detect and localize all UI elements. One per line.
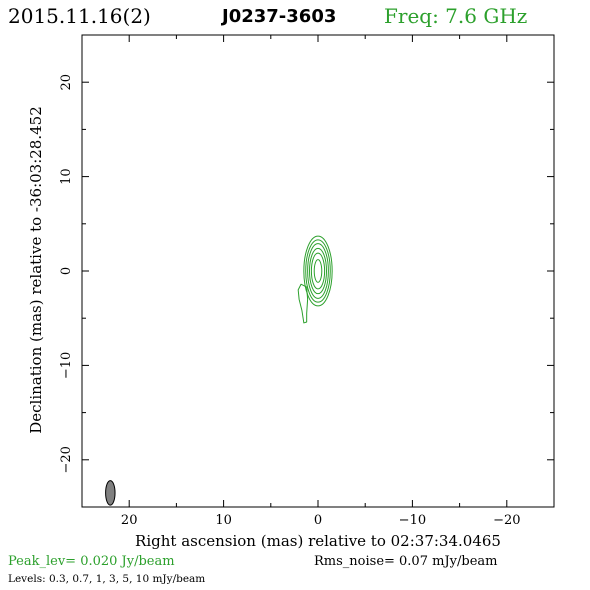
contour-line bbox=[305, 239, 331, 303]
x-tick-label: −20 bbox=[493, 513, 520, 528]
y-tick-label: −20 bbox=[59, 446, 74, 473]
y-tick-label: 20 bbox=[59, 74, 74, 91]
observation-date: 2015.11.16(2) bbox=[8, 4, 151, 28]
x-axis-label: Right ascension (mas) relative to 02:37:… bbox=[135, 532, 501, 550]
y-axis-label: Declination (mas) relative to -36:03:28.… bbox=[27, 106, 45, 434]
peak-level: Peak_lev= 0.020 Jy/beam bbox=[8, 554, 175, 569]
beam-ellipse bbox=[105, 480, 116, 506]
beam-group bbox=[105, 480, 116, 506]
frequency-label: Freq: 7.6 GHz bbox=[384, 4, 528, 28]
contour-line bbox=[307, 243, 329, 299]
contour-line bbox=[297, 283, 309, 324]
x-tick-label: 0 bbox=[314, 513, 322, 528]
y-tick-label: 0 bbox=[59, 267, 74, 275]
contour-line bbox=[313, 259, 323, 283]
contour-line bbox=[309, 247, 327, 295]
x-tick-label: 20 bbox=[121, 513, 138, 528]
rms-noise: Rms_noise= 0.07 mJy/beam bbox=[314, 554, 498, 569]
plot-frame bbox=[81, 34, 555, 508]
contour-group bbox=[297, 235, 333, 324]
contour-levels: Levels: 0.3, 0.7, 1, 3, 5, 10 mJy/beam bbox=[8, 573, 206, 585]
contour-line bbox=[310, 252, 326, 290]
y-tick-label: 10 bbox=[59, 168, 74, 185]
contour-line bbox=[303, 235, 333, 307]
source-name: J0237-3603 bbox=[222, 6, 337, 27]
x-tick-label: −10 bbox=[399, 513, 426, 528]
x-tick-label: 10 bbox=[215, 513, 232, 528]
axis-ticks: 20 10 0 −10 −20 20 10 0 −10 −20 bbox=[59, 34, 555, 528]
y-tick-label: −10 bbox=[59, 352, 74, 379]
